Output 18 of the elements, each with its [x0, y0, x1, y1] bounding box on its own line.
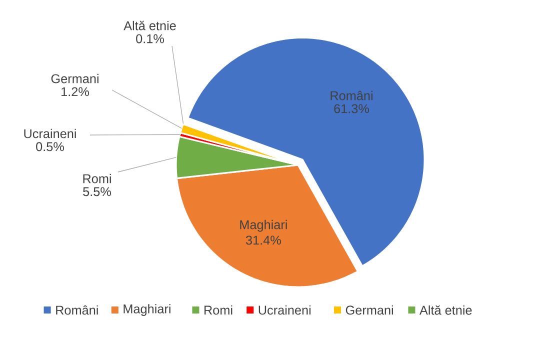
slice-label: Ucraineni	[24, 128, 76, 138]
legend-label: Ucraineni	[258, 305, 311, 315]
data-label: 0.5%	[36, 142, 64, 152]
slice-label: Maghiari	[240, 220, 287, 232]
slice-label: Romi	[83, 174, 111, 184]
data-label: 31.4%	[246, 236, 281, 245]
legend-label: Romi	[204, 305, 232, 315]
data-label: 61.3%	[334, 104, 369, 114]
data-label: 1.2%	[62, 87, 89, 96]
slice-label: Altă etnie	[124, 20, 176, 30]
legend-label: Altă etnie	[419, 305, 472, 315]
legend-label: Maghiari	[124, 304, 170, 316]
data-label: 5.5%	[83, 187, 111, 196]
data-label: 0.1%	[136, 34, 164, 44]
legend-label: Germani	[346, 305, 393, 315]
slice-label: Germani	[51, 74, 98, 84]
slice-label: Români	[330, 90, 372, 100]
legend-label: Români	[56, 305, 98, 315]
